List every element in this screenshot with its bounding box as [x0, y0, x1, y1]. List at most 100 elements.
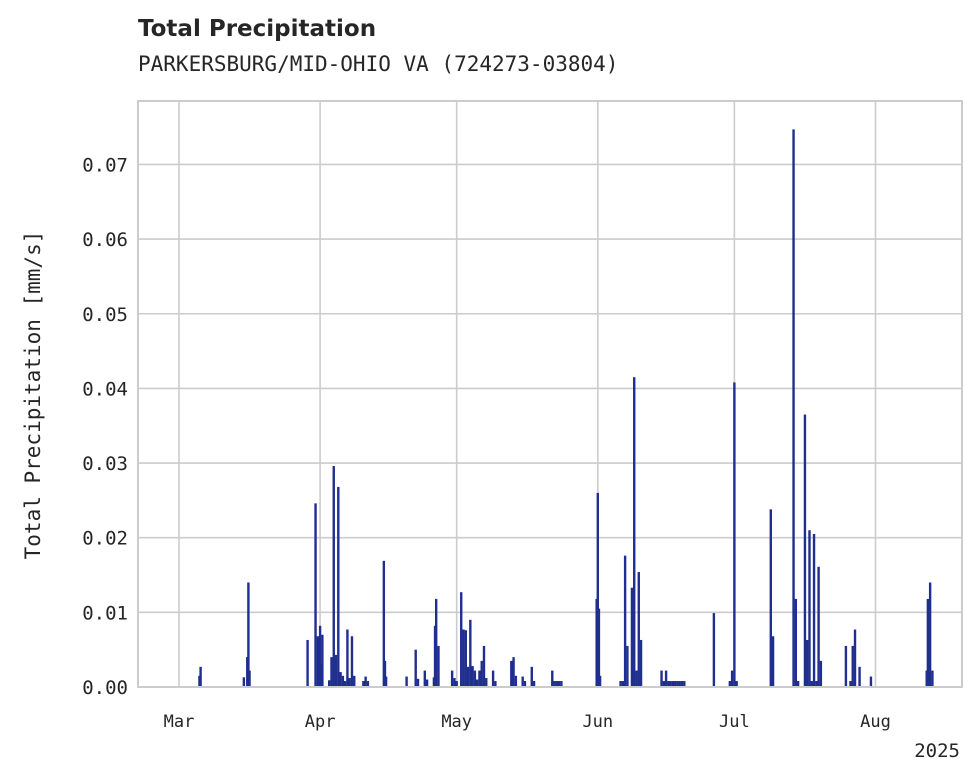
- precipitation-bar: [475, 679, 479, 687]
- precipitation-bar: [423, 670, 427, 687]
- grid-lines: [138, 101, 962, 688]
- precipitation-bar: [425, 679, 429, 687]
- precipitation-bar: [485, 678, 488, 687]
- precipitation-bar: [853, 629, 857, 687]
- precipitation-bar: [560, 681, 563, 687]
- precipitation-bar: [494, 681, 497, 687]
- precipitation-bar: [551, 670, 554, 687]
- year-label: 2025: [914, 740, 960, 762]
- precipitation-bar: [248, 670, 251, 687]
- precipitation-bar: [621, 681, 625, 687]
- precipitation-bar: [623, 555, 627, 687]
- precipitation-bar: [364, 676, 367, 687]
- y-axis-label: Total Precipitation [mm/s]: [21, 231, 45, 560]
- y-tick-label: 0.06: [82, 229, 128, 251]
- precipitation-bar: [639, 639, 643, 687]
- precipitation-bar: [530, 666, 533, 687]
- x-tick-label: Aug: [860, 712, 891, 732]
- precipitation-bar: [462, 629, 465, 687]
- precipitation-bar: [662, 681, 666, 687]
- precipitation-bar: [769, 509, 772, 687]
- precipitation-bar: [728, 681, 732, 687]
- precipitation-bar: [712, 613, 716, 687]
- precipitation-bar: [869, 676, 873, 687]
- precipitation-bar: [384, 676, 388, 687]
- precipitation-bar: [812, 533, 816, 687]
- precipitation-bar: [510, 660, 513, 687]
- precipitation-bar: [316, 636, 320, 687]
- precipitation-bar: [414, 649, 417, 687]
- precipitation-bar: [733, 382, 736, 687]
- precipitation-bar: [926, 598, 930, 687]
- precipitation-bar: [810, 681, 813, 687]
- x-tick-label: Apr: [305, 712, 336, 732]
- precipitation-bar: [555, 681, 559, 687]
- x-axis-ticks: Mar Apr May Jun Jul Aug: [164, 712, 891, 732]
- precipitation-bar: [844, 645, 848, 687]
- x-tick-label: Mar: [164, 712, 195, 732]
- precipitation-bar: [514, 675, 518, 687]
- precipitation-bar: [242, 677, 246, 687]
- precipitation-bar: [664, 670, 668, 687]
- precipitation-bar: [849, 681, 852, 687]
- precipitation-bar: [471, 666, 474, 687]
- x-tick-label: May: [441, 712, 472, 732]
- precipitation-bar: [314, 503, 317, 687]
- precipitation-bar: [667, 681, 670, 687]
- precipitation-bar: [318, 625, 322, 687]
- precipitation-bar: [660, 670, 663, 687]
- precipitation-bar: [619, 681, 622, 687]
- precipitation-bar: [819, 660, 823, 687]
- precipitation-bar: [382, 560, 386, 687]
- y-tick-label: 0.00: [82, 677, 128, 699]
- precipitation-bar: [669, 681, 672, 687]
- precipitation-bar: [306, 639, 309, 687]
- precipitation-bar: [803, 414, 807, 687]
- precipitation-bar: [680, 681, 684, 687]
- precipitation-bar: [480, 660, 483, 687]
- precipitation-bar: [794, 598, 798, 687]
- y-tick-label: 0.05: [82, 304, 128, 326]
- precipitation-bar: [473, 670, 477, 687]
- precipitation-bar: [346, 629, 349, 687]
- precipitation-bars: [198, 129, 934, 687]
- x-tick-label: Jun: [582, 712, 613, 732]
- precipitation-bar: [437, 645, 440, 687]
- precipitation-bar: [466, 666, 470, 687]
- precipitation-bar: [353, 675, 356, 687]
- precipitation-bar: [557, 681, 561, 687]
- y-axis-ticks: 0.00 0.01 0.02 0.03 0.04 0.05 0.06 0.07: [82, 154, 128, 699]
- plot-frame: [137, 100, 963, 688]
- precipitation-bar: [532, 681, 536, 687]
- chart-subtitle: PARKERSBURG/MID-OHIO VA (724273-03804): [138, 52, 619, 76]
- precipitation-bar: [199, 666, 202, 687]
- y-tick-label: 0.01: [82, 602, 128, 624]
- precipitation-bar: [597, 608, 601, 687]
- precipitation-bar: [553, 681, 556, 687]
- precipitation-bar: [771, 636, 775, 687]
- precipitation-bar: [469, 619, 472, 687]
- precipitation-bar: [330, 657, 333, 687]
- precipitation-bar: [735, 681, 738, 687]
- precipitation-bar: [362, 681, 365, 687]
- precipitation-bar: [637, 572, 640, 687]
- x-tick-label: Jul: [719, 712, 750, 732]
- precipitation-bar: [455, 681, 458, 687]
- precipitation-bar: [676, 681, 679, 687]
- precipitation-bar: [851, 645, 854, 687]
- y-tick-label: 0.04: [82, 378, 128, 400]
- precipitation-bar: [434, 598, 438, 687]
- precipitation-bar: [348, 678, 351, 687]
- precipitation-bar: [453, 678, 456, 687]
- y-tick-label: 0.07: [82, 154, 128, 176]
- precipitation-bar: [460, 592, 463, 687]
- precipitation-bar: [383, 660, 387, 687]
- precipitation-bar: [416, 678, 420, 687]
- precipitation-bar: [343, 681, 347, 687]
- precipitation-bar: [858, 666, 861, 687]
- precipitation-bar: [792, 129, 795, 687]
- precipitation-bar: [633, 377, 636, 687]
- precipitation-bar: [683, 681, 686, 687]
- precipitation-bar: [478, 670, 481, 687]
- precipitation-bar: [806, 639, 809, 687]
